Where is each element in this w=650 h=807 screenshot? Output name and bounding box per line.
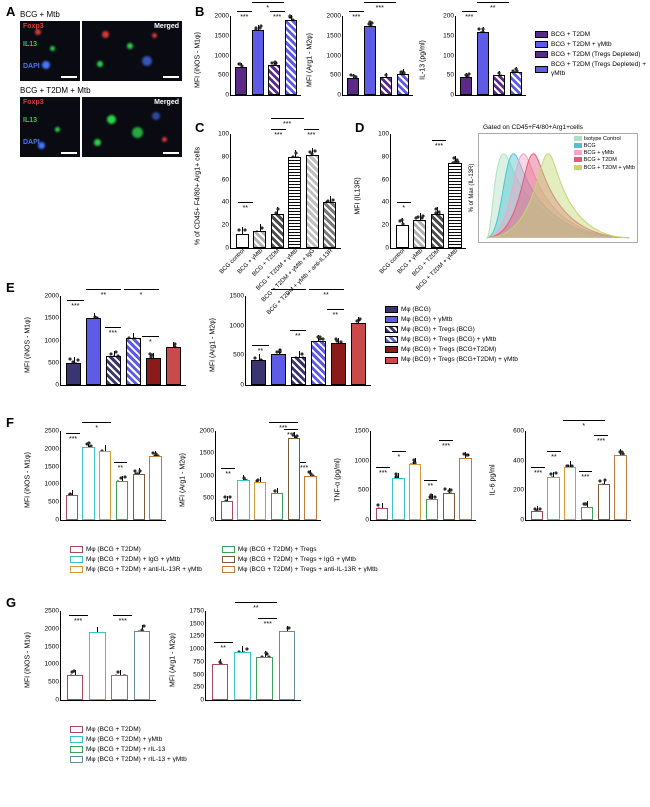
panel-label-f: F [6, 415, 14, 430]
il13-label-2: IL13 [23, 117, 37, 124]
merged-label-1: Merged [154, 23, 179, 30]
chart-f4: 0200400600************IL-6 pg/ml [495, 425, 635, 535]
legend-g: Mφ (BCG + T2DM)Mφ (BCG + T2DM) + γMtbMφ … [70, 725, 187, 765]
micro-foxp3-il13-dapi-2: Foxp3 IL13 DAPI [20, 97, 80, 157]
chart-b3: 050100150200*****IL-13 (pg/ml) [425, 10, 530, 110]
foxp3-label-2: Foxp3 [23, 99, 44, 106]
legend-e: Mφ (BCG)Mφ (BCG) + γMtbMφ (BCG) + Tregs … [385, 305, 518, 366]
chart-f1: 05001000150020002500******MFI (iNOS - M1… [30, 425, 170, 535]
chart-b2: 0500100015002000******MFI (Arg1 - M2φ) [312, 10, 417, 110]
micro-title-2: BCG + T2DM + Mtb [20, 86, 182, 95]
panel-label-a: A [6, 4, 15, 19]
chart-e1: 0500100015002000**********MFI (iNOS - M1… [30, 290, 190, 400]
micro-merged-2: Merged [82, 97, 182, 157]
foxp3-label: Foxp3 [23, 23, 44, 30]
micro-foxp3-il13-dapi: Foxp3 IL13 DAPI [20, 21, 80, 81]
chart-f3: 050010001500*********TNF-α (pg/ml) [340, 425, 480, 535]
chart-g1: 05001000150020002500******MFI (iNOS - M1… [30, 605, 160, 715]
panel-label-e: E [6, 280, 15, 295]
chart-f2: 0500100015002000***********MFI (Arg1 - M… [185, 425, 325, 535]
chart-e2: 050010001500*********MFI (Arg1 - M2φ) [215, 290, 375, 400]
histo-legend: Isotype ControlBCGBCG + γMtbBCG + T2DMBC… [574, 136, 635, 172]
legend-b: BCG + T2DMBCG + T2DM + γMtbBCG + T2DM (T… [535, 30, 650, 79]
micro-merged-1: Merged [82, 21, 182, 81]
chart-b1: 0500100015002000*******MFI (iNOS - M1φ) [200, 10, 305, 110]
gate-title: Gated on CD45+F4/80+Arg1+cells [483, 124, 583, 131]
micro-panel-a: BCG + Mtb Foxp3 IL13 DAPI Merged [20, 10, 182, 157]
histogram-d: Gated on CD45+F4/80+Arg1+cells % of Max … [478, 133, 638, 243]
panel-label-g: G [6, 595, 16, 610]
histo-ylabel: % of Max (IL-13R) [469, 164, 475, 213]
chart-g2: 02505007501000125015001750*******MFI (Ar… [175, 605, 305, 715]
chart-c: 020406080100BCG controlBCG + γMtbBCG + T… [200, 128, 345, 263]
chart-d: 020406080100BCG controlBCG + γMtbBCG + T… [360, 128, 470, 263]
dapi-label: DAPI [23, 63, 40, 70]
merged-label-2: Merged [154, 99, 179, 106]
micro-title-1: BCG + Mtb [20, 10, 182, 19]
legend-f: Mφ (BCG + T2DM)Mφ (BCG + T2DM) + IgG + γ… [70, 545, 378, 575]
il13-label: IL13 [23, 41, 37, 48]
